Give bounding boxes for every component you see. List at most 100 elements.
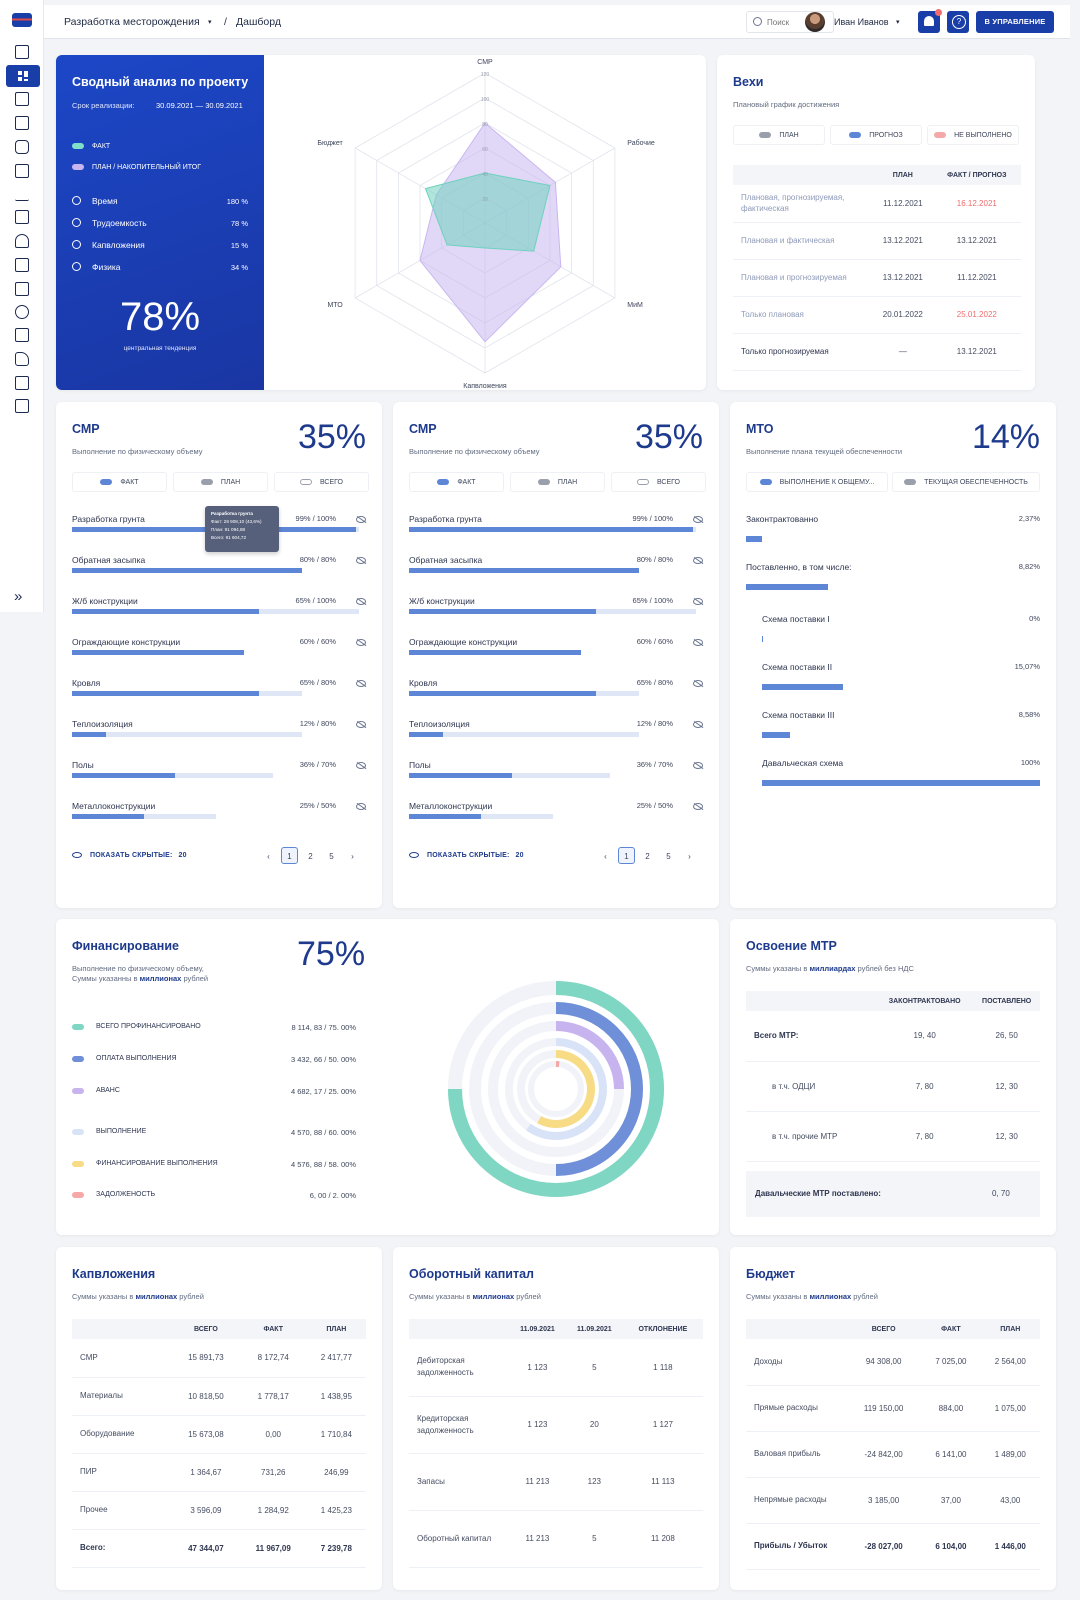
- hide-row-eye-icon[interactable]: [356, 680, 366, 687]
- mtr-row[interactable]: в т.ч. ОДЦИ 7, 80 12, 30: [746, 1061, 1040, 1112]
- table-header-cell: ВСЕГО: [846, 1319, 922, 1339]
- smr-row-label: Кровля: [72, 678, 101, 688]
- dashboard-icon[interactable]: [6, 65, 40, 87]
- table-body: Доходы 94 308,00 7 025,00 2 564,00 Прямые ра…: [746, 1339, 1040, 1570]
- milestone-row[interactable]: Плановая и прогнозируемая 13.12.2021 11.12…: [733, 259, 1021, 297]
- table-row[interactable]: Доходы 94 308,00 7 025,00 2 564,00: [746, 1339, 1040, 1386]
- table-row[interactable]: ПИР 1 364,67 731,26 246,99: [72, 1453, 366, 1492]
- hide-row-eye-icon[interactable]: [693, 639, 703, 646]
- hide-row-eye-icon[interactable]: [693, 762, 703, 769]
- table-row[interactable]: Прямые расходы 119 150,00 884,00 1 075,00: [746, 1385, 1040, 1432]
- hide-row-eye-icon[interactable]: [356, 639, 366, 646]
- table-row[interactable]: Кредиторская задолженность 1 123 20 1 127: [409, 1396, 703, 1454]
- hide-row-eye-icon[interactable]: [356, 598, 366, 605]
- page-button[interactable]: 1: [281, 847, 298, 864]
- table-row[interactable]: Валовая прибыль -24 842,00 6 141,00 1 489,0…: [746, 1431, 1040, 1478]
- ms-legend-notdone[interactable]: НЕ ВЫПОЛНЕНО: [927, 125, 1019, 145]
- milestone-row[interactable]: Только плановая 20.01.2022 25.01.2022: [733, 296, 1021, 334]
- building-icon[interactable]: [15, 92, 29, 106]
- table-row[interactable]: Всего: 47 344,07 11 967,09 7 239,78: [72, 1529, 366, 1568]
- hide-row-eye-icon[interactable]: [356, 516, 366, 523]
- team-icon[interactable]: [15, 376, 29, 390]
- table-row[interactable]: Материалы 10 818,50 1 778,17 1 438,95: [72, 1377, 366, 1416]
- factory-icon[interactable]: [15, 164, 29, 178]
- mtr-row[interactable]: Всего МТР: 19, 40 26, 50: [746, 1011, 1040, 1062]
- finance-row-value: 4 682, 17 / 25. 00%: [290, 1087, 356, 1096]
- hide-row-eye-icon[interactable]: [356, 803, 366, 810]
- hide-row-eye-icon[interactable]: [693, 516, 703, 523]
- hide-row-eye-icon[interactable]: [356, 762, 366, 769]
- table-row[interactable]: Запасы 11 213 123 11 113: [409, 1453, 703, 1511]
- machinery-icon[interactable]: [15, 258, 29, 272]
- avatar[interactable]: [805, 12, 825, 32]
- smr-legend-plan[interactable]: ПЛАН: [173, 472, 268, 492]
- wc-table: 11.09.2021 11.09.2021 ОТКЛОНЕНИЕ Дебиторска…: [409, 1319, 703, 1568]
- hide-row-eye-icon[interactable]: [356, 557, 366, 564]
- table-row[interactable]: СМР 15 891,73 8 172,74 2 417,77: [72, 1339, 366, 1378]
- camera-icon[interactable]: [15, 352, 29, 366]
- smr-fact-bar: [409, 650, 582, 655]
- user-name[interactable]: Иван Иванов: [834, 17, 889, 27]
- manage-button[interactable]: В УПРАВЛЕНИЕ: [976, 11, 1054, 33]
- next-page-button[interactable]: ›: [688, 852, 691, 861]
- truck-icon[interactable]: [15, 140, 29, 154]
- hide-row-eye-icon[interactable]: [693, 803, 703, 810]
- mto-legend-current[interactable]: ТЕКУЩАЯ ОБЕСПЕЧЕННОСТЬ: [892, 472, 1040, 492]
- smr-legend-fact[interactable]: ФАКТ: [72, 472, 167, 492]
- hide-row-eye-icon[interactable]: [693, 721, 703, 728]
- table-row[interactable]: Прибыль / Убыток -28 027,00 6 104,00 1 446,…: [746, 1523, 1040, 1570]
- hide-row-eye-icon[interactable]: [356, 721, 366, 728]
- ms-col-plan: ПЛАН: [873, 165, 933, 185]
- page-button[interactable]: 2: [645, 852, 650, 861]
- page-button[interactable]: 2: [308, 852, 313, 861]
- page-button[interactable]: 5: [666, 852, 671, 861]
- breadcrumb-project[interactable]: Разработка месторождения: [64, 16, 200, 28]
- page-button[interactable]: 5: [329, 852, 334, 861]
- prev-page-button[interactable]: ‹: [267, 852, 270, 861]
- smr-legend-plan[interactable]: ПЛАН: [510, 472, 605, 492]
- mto-row-value: 2,37%: [1018, 514, 1040, 523]
- table-row[interactable]: Оборотный капитал 11 213 5 11 208: [409, 1510, 703, 1568]
- monitor-icon[interactable]: [15, 282, 29, 296]
- milestone-row[interactable]: Только прогнозируемая —13.12.2021: [733, 333, 1021, 371]
- hide-row-eye-icon[interactable]: [693, 557, 703, 564]
- smr-legend-fact[interactable]: ФАКТ: [409, 472, 504, 492]
- expand-sidebar-icon[interactable]: »: [14, 588, 23, 605]
- mtr-table: ЗАКОНТРАКТОВАНО ПОСТАВЛЕНО Всего МТР: 19,…: [746, 991, 1040, 1162]
- money-bag-icon[interactable]: [15, 305, 29, 319]
- wallet-icon[interactable]: [15, 328, 29, 342]
- help-button[interactable]: [947, 11, 969, 33]
- show-hidden-link[interactable]: ПОКАЗАТЬ СКРЫТЫЕ: 20: [72, 852, 187, 859]
- mto-legend-execution[interactable]: ВЫПОЛНЕНИЕ К ОБЩЕМУ...: [746, 472, 888, 492]
- table-row[interactable]: Прочее 3 596,09 1 284,92 1 425,23: [72, 1491, 366, 1530]
- ms-legend-plan[interactable]: ПЛАН: [733, 125, 825, 145]
- crane-icon[interactable]: [15, 210, 29, 224]
- clipboard-icon[interactable]: [15, 45, 29, 59]
- next-page-button[interactable]: ›: [351, 852, 354, 861]
- user-menu-chevron-icon[interactable]: ▾: [896, 19, 900, 26]
- central-tendency-caption: центральная тенденция: [123, 345, 197, 352]
- ms-legend-forecast[interactable]: ПРОГНОЗ: [830, 125, 922, 145]
- show-hidden-link[interactable]: ПОКАЗАТЬ СКРЫТЫЕ: 20: [409, 852, 524, 859]
- hide-row-eye-icon[interactable]: [693, 680, 703, 687]
- smr-legend-total[interactable]: ВСЕГО: [274, 472, 369, 492]
- smr-row-value: 80% / 80%: [636, 555, 673, 564]
- smr-legend-total[interactable]: ВСЕГО: [611, 472, 706, 492]
- table-row[interactable]: Оборудование 15 673,08 0,00 1 710,84: [72, 1415, 366, 1454]
- smr-fact-bar: [409, 527, 694, 532]
- id-card-icon[interactable]: [15, 399, 29, 413]
- milestone-row[interactable]: Плановая, прогнозируемая, фактическая 11.…: [733, 185, 1021, 223]
- document-edit-icon[interactable]: [15, 116, 29, 130]
- worker-icon[interactable]: [15, 234, 29, 248]
- milestone-row[interactable]: Плановая и фактическая 13.12.2021 13.12.20…: [733, 222, 1021, 260]
- table-row[interactable]: Непрямые расходы 3 185,00 37,00 43,00: [746, 1477, 1040, 1524]
- hide-row-eye-icon[interactable]: [693, 598, 703, 605]
- gantt-icon[interactable]: [15, 187, 29, 201]
- mtr-row[interactable]: в т.ч. прочие МТР 7, 80 12, 30: [746, 1111, 1040, 1162]
- prev-page-button[interactable]: ‹: [604, 852, 607, 861]
- smr-fact-bar: [409, 814, 481, 819]
- page-button[interactable]: 1: [618, 847, 635, 864]
- table-row[interactable]: Дебиторская задолженность 1 123 5 1 118: [409, 1339, 703, 1397]
- chevron-down-icon[interactable]: ▾: [208, 19, 212, 26]
- notifications-button[interactable]: [918, 11, 940, 33]
